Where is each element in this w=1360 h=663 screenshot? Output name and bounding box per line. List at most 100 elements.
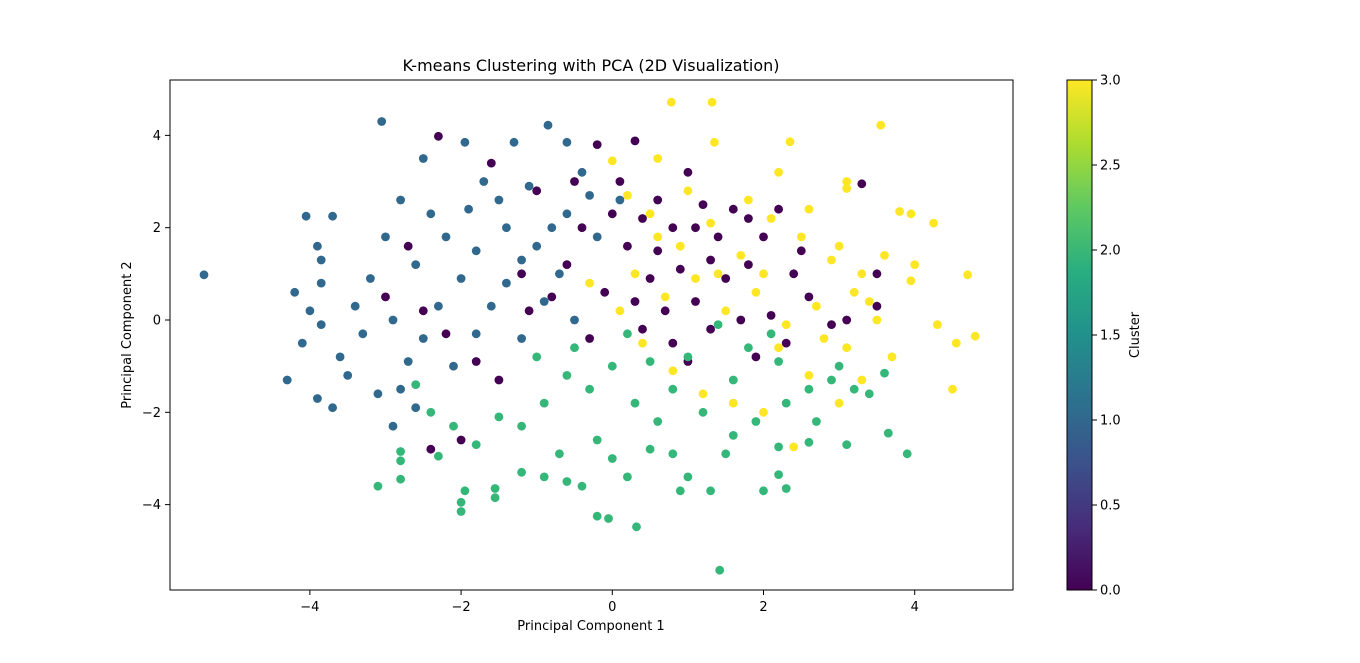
scatter-point-cluster-1	[592, 232, 602, 242]
scatter-point-cluster-3	[804, 204, 814, 214]
scatter-point-cluster-0	[600, 287, 610, 297]
scatter-point-cluster-0	[381, 292, 390, 302]
scatter-point-cluster-2	[585, 384, 594, 394]
scatter-point-cluster-1	[502, 223, 511, 233]
scatter-point-cluster-2	[396, 474, 405, 484]
scatter-point-cluster-0	[577, 223, 587, 233]
scatter-point-cluster-0	[781, 338, 791, 348]
scatter-point-cluster-1	[502, 278, 511, 288]
scatter-point-cluster-3	[721, 306, 731, 316]
scatter-point-cluster-3	[645, 209, 655, 219]
scatter-point-cluster-0	[630, 136, 640, 146]
scatter-point-cluster-0	[675, 264, 685, 274]
scatter-point-cluster-3	[675, 241, 685, 251]
scatter-point-cluster-2	[698, 407, 708, 417]
scatter-point-cluster-2	[668, 449, 678, 459]
scatter-point-cluster-1	[471, 329, 481, 339]
scatter-point-cluster-0	[456, 435, 466, 445]
scatter-point-cluster-1	[585, 191, 594, 200]
scatter-point-cluster-3	[691, 274, 700, 283]
scatter-point-cluster-2	[728, 375, 738, 385]
scatter-point-cluster-1	[486, 301, 496, 311]
scatter-point-cluster-2	[781, 484, 791, 493]
scatter-point-cluster-3	[842, 177, 852, 186]
scatter-point-cluster-3	[895, 207, 904, 216]
scatter-point-cluster-2	[668, 384, 678, 394]
scatter-point-cluster-3	[970, 331, 980, 341]
scatter-point-cluster-2	[751, 417, 761, 426]
scatter-point-cluster-1	[316, 255, 326, 265]
scatter-point-cluster-3	[796, 232, 806, 242]
scatter-point-cluster-1	[411, 260, 421, 269]
scatter-point-cluster-0	[789, 269, 799, 279]
scatter-point-cluster-2	[426, 407, 436, 417]
scatter-point-cluster-3	[615, 306, 625, 316]
scatter-point-cluster-3	[728, 398, 738, 408]
scatter-point-cluster-1	[570, 315, 579, 325]
colorbar-label: Cluster	[1128, 311, 1143, 358]
scatter-point-cluster-1	[509, 137, 519, 147]
scatter-point-cluster-2	[675, 486, 685, 496]
scatter-point-cluster-3	[876, 120, 886, 130]
scatter-point-cluster-0	[706, 255, 715, 265]
colorbar-tick-label: 0.5	[1100, 499, 1121, 514]
scatter-point-cluster-2	[706, 486, 715, 496]
scatter-point-cluster-2	[539, 472, 549, 482]
scatter-points	[199, 97, 980, 575]
scatter-point-cluster-0	[857, 179, 867, 189]
scatter-point-cluster-1	[328, 403, 337, 413]
scatter-point-cluster-1	[577, 167, 587, 177]
scatter-point-cluster-0	[653, 195, 663, 205]
scatter-point-cluster-0	[744, 214, 753, 223]
scatter-point-cluster-0	[441, 329, 451, 339]
scatter-point-cluster-2	[539, 398, 549, 408]
colorbar-tick-label: 1.5	[1100, 329, 1121, 344]
scatter-point-cluster-1	[449, 361, 458, 371]
scatter-point-cluster-2	[623, 329, 632, 339]
scatter-point-cluster-0	[721, 274, 731, 283]
scatter-point-cluster-3	[736, 251, 746, 260]
scatter-point-cluster-2	[645, 444, 655, 454]
scatter-point-cluster-0	[751, 352, 761, 362]
scatter-point-cluster-0	[744, 260, 753, 269]
scatter-point-cluster-0	[623, 241, 632, 251]
scatter-point-cluster-1	[396, 384, 405, 394]
scatter-point-cluster-2	[411, 380, 421, 389]
scatter-point-cluster-2	[721, 449, 731, 459]
scatter-point-cluster-2	[555, 449, 564, 459]
scatter-point-cluster-2	[902, 449, 912, 459]
scatter-point-cluster-0	[804, 292, 814, 302]
scatter-point-cluster-2	[456, 497, 466, 507]
scatter-point-cluster-3	[827, 255, 836, 265]
scatter-point-cluster-3	[872, 315, 882, 325]
scatter-point-cluster-2	[713, 320, 723, 329]
scatter-point-cluster-3	[766, 214, 776, 223]
scatter-point-cluster-2	[834, 361, 844, 371]
scatter-point-cluster-0	[524, 306, 534, 316]
scatter-point-cluster-3	[906, 276, 916, 286]
scatter-point-cluster-1	[517, 255, 526, 265]
scatter-point-cluster-2	[562, 477, 572, 486]
scatter-point-cluster-1	[532, 241, 542, 251]
scatter-point-cluster-1	[381, 232, 390, 242]
x-tick-label: 4	[911, 600, 919, 615]
scatter-point-cluster-0	[728, 204, 738, 214]
scatter-point-cluster-2	[490, 484, 500, 493]
scatter-point-cluster-3	[660, 292, 670, 302]
scatter-point-cluster-1	[282, 375, 292, 385]
scatter-point-cluster-0	[471, 357, 481, 366]
scatter-point-cluster-2	[653, 417, 663, 426]
scatter-point-cluster-1	[316, 320, 326, 329]
scatter-point-cluster-0	[660, 306, 670, 316]
scatter-point-cluster-2	[812, 417, 821, 426]
scatter-point-cluster-0	[645, 274, 655, 283]
scatter-point-cluster-2	[449, 421, 458, 431]
scatter-point-cluster-2	[607, 454, 617, 463]
scatter-point-cluster-2	[517, 467, 526, 477]
scatter-point-cluster-3	[819, 334, 829, 343]
scatter-point-cluster-3	[951, 338, 961, 348]
scatter-point-cluster-2	[715, 565, 725, 575]
scatter-point-cluster-1	[305, 306, 315, 316]
scatter-point-cluster-0	[426, 444, 436, 454]
